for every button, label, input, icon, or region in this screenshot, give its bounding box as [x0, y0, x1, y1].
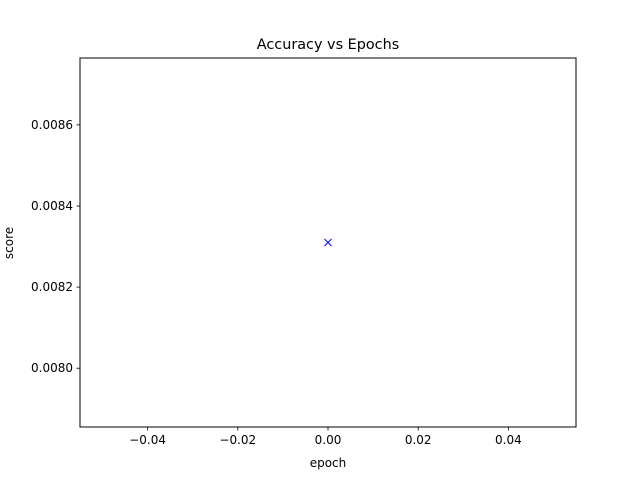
y-tick-label: 0.0084 [31, 199, 73, 213]
x-tick-label: 0.02 [405, 433, 432, 447]
chart-title: Accuracy vs Epochs [257, 37, 399, 53]
x-tick-label: −0.04 [129, 433, 166, 447]
data-point-x-marker [324, 238, 332, 247]
x-tick-label: 0.00 [315, 433, 342, 447]
y-tick-label: 0.0080 [31, 361, 73, 375]
y-tick-label: 0.0086 [31, 118, 73, 132]
data-points [324, 238, 332, 247]
x-tick-label: −0.02 [219, 433, 256, 447]
y-axis-ticks: 0.0080 0.0082 0.0084 0.0086 [31, 118, 80, 375]
x-axis-label: epoch [310, 456, 347, 470]
x-axis-ticks: −0.04 −0.02 0.00 0.02 0.04 [129, 427, 522, 447]
marker-stroke [324, 238, 332, 247]
y-axis-label: score [2, 227, 16, 259]
y-tick-label: 0.0082 [31, 280, 73, 294]
x-tick-label: 0.04 [495, 433, 522, 447]
